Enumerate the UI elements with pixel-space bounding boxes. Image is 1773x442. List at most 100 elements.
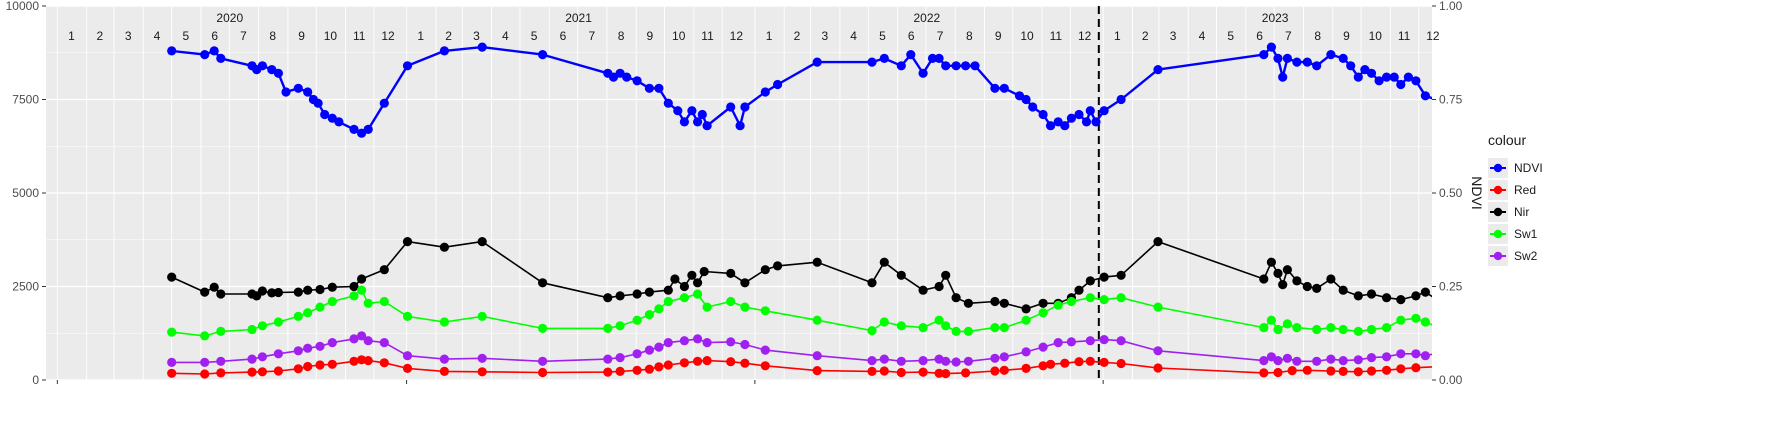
data-point-nir [379,265,389,275]
data-point-ndvi [726,102,736,112]
data-point-red [200,369,210,379]
data-point-nir [1526,276,1535,285]
data-point-red [1411,363,1421,373]
data-point-red [1302,365,1312,375]
data-point-red [702,356,712,366]
legend-key-point [1493,251,1503,261]
data-point-sw2 [200,357,210,367]
legend-label: Nir [1514,205,1529,219]
y-tick-label-left: 10000 [6,0,40,13]
data-point-sw2 [693,334,703,344]
data-point-nir [693,278,703,288]
data-point-sw2 [357,331,367,341]
data-point-nir [812,257,822,267]
data-point-ndvi [1403,72,1413,82]
data-point-sw2 [402,351,413,361]
year-label: 2022 [913,11,940,25]
data-point-sw1 [918,323,928,333]
data-point-sw1 [1543,314,1552,323]
data-point-nir [670,274,680,284]
data-point-sw1 [679,293,690,303]
data-point-ndvi [1576,188,1585,197]
data-point-nir [402,237,413,247]
data-point-sw2 [1576,332,1585,341]
month-label: 11 [701,29,714,43]
data-point-nir [679,281,690,292]
data-point-ndvi [1481,106,1490,115]
data-point-sw2 [538,356,548,366]
data-point-sw1 [1259,323,1269,333]
data-point-sw2 [896,356,906,366]
data-point-sw1 [812,315,822,325]
data-point-nir [1511,280,1520,289]
data-point-red [303,361,313,372]
data-point-nir [1411,291,1421,301]
data-point-ndvi [1116,94,1126,105]
data-point-sw1 [1452,331,1461,340]
data-point-nir [990,296,1000,307]
data-point-sw2 [1411,349,1421,359]
data-point-ndvi [1466,110,1475,119]
data-point-ndvi [990,83,1000,93]
legend-item-sw1: Sw1 [1488,224,1538,244]
data-point-nir [1481,284,1490,293]
data-point-ndvi [1085,106,1095,116]
legend-item-nir: Nir [1488,202,1529,222]
data-point-nir [663,285,673,295]
data-point-sw2 [1259,356,1269,366]
month-label: 3 [821,29,828,43]
data-point-sw1 [200,331,210,341]
data-point-sw2 [1562,331,1571,340]
data-point-nir [896,270,906,280]
data-point-sw1 [1562,303,1571,312]
series-red [167,355,1432,379]
data-point-red [257,367,267,377]
data-point-sw2 [1038,342,1048,352]
y-tick-label-right: 0.00 [1439,373,1463,387]
month-label: 5 [183,29,190,43]
data-point-sw1 [327,296,337,307]
data-point-nir [1610,284,1619,293]
data-point-ndvi [654,83,664,93]
month-label: 11 [353,29,366,43]
data-point-nir [293,287,303,297]
y-axis-title-right: NDVI [1469,176,1485,209]
data-point-red [941,369,951,379]
data-point-ndvi [1389,72,1399,82]
data-point-ndvi [622,72,632,82]
data-point-ndvi [1273,53,1283,64]
data-point-ndvi [1091,117,1101,127]
data-point-sw2 [363,336,373,346]
data-point-sw2 [1543,336,1552,345]
data-point-ndvi [167,46,177,56]
data-point-ndvi [293,83,303,93]
month-label: 4 [154,29,161,43]
data-point-sw1 [632,315,642,325]
data-point-sw1 [1292,323,1302,333]
data-point-sw2 [615,353,625,363]
data-point-sw2 [303,343,313,353]
y-tick-label-right: 1.00 [1439,0,1463,13]
month-label: 12 [1078,29,1092,43]
data-point-nir [1266,257,1276,267]
year-label: 2023 [1262,11,1289,25]
data-point-red [1326,366,1336,376]
data-point-sw1 [941,321,951,331]
data-point-ndvi [273,68,283,78]
data-point-ndvi [1526,129,1535,138]
data-point-red [1366,366,1377,376]
month-label: 6 [560,29,567,43]
data-point-nir [1338,285,1348,295]
data-point-nir [1153,237,1163,247]
data-point-nir [1021,304,1031,314]
data-point-sw1 [934,315,944,325]
data-point-nir [327,282,337,292]
data-point-sw1 [1085,293,1095,303]
month-label: 2 [97,29,104,43]
data-point-nir [1366,289,1377,299]
y-tick-label-right: 0.25 [1439,280,1463,294]
legend-label: Sw2 [1514,249,1538,263]
data-point-sw1 [1382,323,1392,333]
data-point-sw1 [999,323,1009,333]
